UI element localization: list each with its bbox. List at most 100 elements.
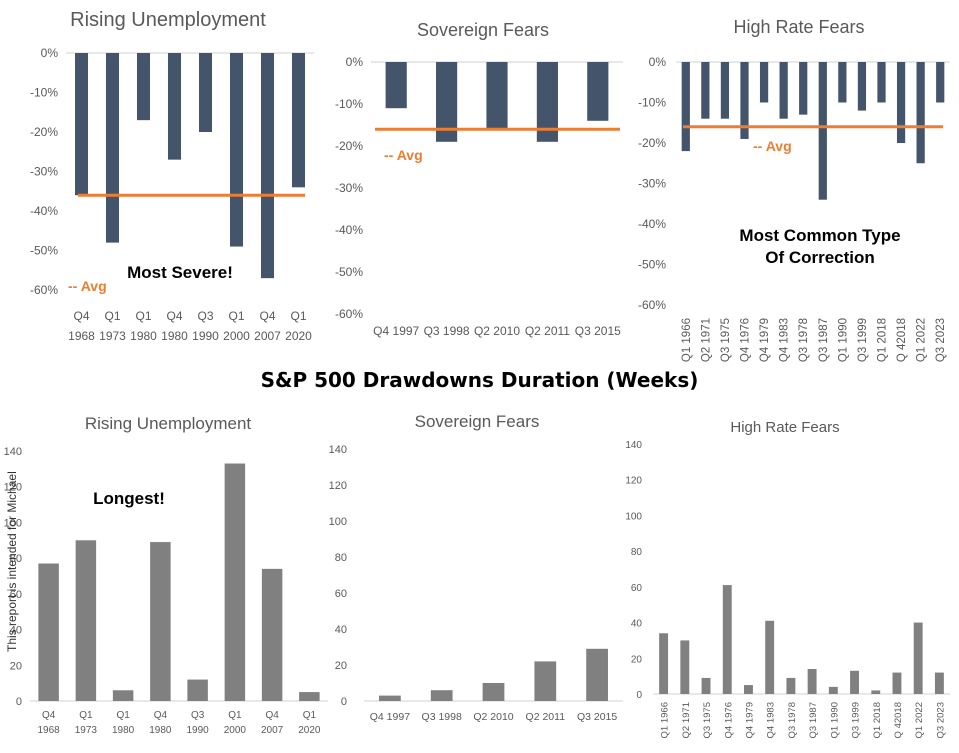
- bar: [187, 679, 208, 701]
- x-tick-label: Q1 1966: [660, 702, 671, 738]
- x-tick-label: 2007: [254, 329, 281, 343]
- bar: [799, 62, 808, 115]
- x-tick-label: Q4 1983: [779, 318, 791, 362]
- bar: [261, 568, 283, 701]
- x-tick-label: Q3 1987: [808, 702, 819, 738]
- annotation: Longest!: [93, 489, 165, 508]
- x-tick-label: Q3 1999: [857, 318, 869, 362]
- bar: [871, 690, 881, 694]
- annotation: Most Severe!: [127, 263, 233, 282]
- chart-svg: High Rate Fears 140 120 100 80 60 40 20 0 Q1 1966…: [625, 419, 950, 738]
- x-tick-label: Q4 1976: [723, 702, 734, 738]
- x-tick-label: 1980: [130, 329, 157, 343]
- bar: [807, 669, 817, 694]
- bar: [892, 672, 902, 694]
- x-tick-label: Q1: [104, 309, 120, 323]
- y-tick-label: 20: [335, 660, 347, 672]
- bar: [150, 542, 171, 701]
- y-tick-label: 120: [329, 480, 347, 492]
- y-tick-label: 0: [341, 696, 347, 708]
- y-tick-label: 40: [631, 619, 643, 630]
- bar: [838, 62, 847, 103]
- x-tick-label: 2000: [224, 725, 247, 736]
- x-tick-label: Q1: [79, 710, 93, 721]
- y-tick-label: -10%: [638, 96, 666, 110]
- bar: [722, 585, 732, 694]
- bar: [850, 670, 859, 694]
- chart-rising-unemployment-drawdown: Rising Unemployment 0% -10% -20% -30% -40% -50…: [0, 0, 320, 365]
- x-tick-label: Q1 2022: [914, 702, 925, 738]
- y-tick-label: 60: [335, 588, 347, 600]
- chart-title: Rising Unemployment: [85, 414, 252, 433]
- x-tick-label: Q4: [42, 710, 56, 721]
- chart-high-rate-fears-drawdown: High Rate Fears 0% -10% -20% -30% -40% -50% -60…: [620, 0, 959, 365]
- x-tick-label: Q4 1979: [759, 318, 771, 362]
- y-tick-label: -60%: [335, 307, 363, 321]
- x-tick-label: 2007: [261, 725, 284, 736]
- x-tick-label: Q4: [265, 710, 279, 721]
- x-tick-label: Q2 2010: [474, 324, 520, 338]
- x-tick-label: 1973: [99, 329, 126, 343]
- chart-title: Rising Unemployment: [70, 9, 266, 31]
- x-tick-label: Q3: [191, 710, 205, 721]
- y-tick-label: 140: [329, 444, 347, 456]
- x-tick-label: Q3 1998: [422, 711, 462, 723]
- y-tick-label: 120: [4, 482, 22, 494]
- bar: [299, 692, 320, 701]
- bar: [224, 463, 246, 701]
- bar: [385, 62, 407, 109]
- x-tick-label: Q2 2011: [525, 324, 570, 338]
- bar: [482, 683, 505, 701]
- y-tick-label: 100: [329, 516, 347, 528]
- y-tick-label: 20: [10, 660, 22, 672]
- x-tick-label: Q1: [135, 309, 151, 323]
- bar: [720, 62, 730, 119]
- x-tick-label: Q4 1997: [373, 324, 419, 338]
- y-tick-label: 140: [4, 446, 22, 458]
- x-tick-label: Q2 1971: [681, 702, 692, 738]
- bar: [136, 53, 151, 121]
- y-tick-label: -10%: [335, 97, 363, 111]
- bar: [857, 62, 867, 111]
- y-tick-label: -30%: [335, 181, 363, 195]
- x-tick-label: Q4 1979: [744, 702, 755, 738]
- bar: [536, 62, 558, 142]
- x-tick-label: Q3 1987: [818, 318, 830, 362]
- x-tick-label: 1980: [112, 725, 135, 736]
- x-tick-label: Q1 2018: [872, 702, 883, 738]
- bar: [786, 677, 796, 694]
- chart-svg: High Rate Fears 0% -10% -20% -30% -40% -50% -60…: [638, 17, 950, 362]
- x-tick-label: Q2 1971: [700, 318, 712, 362]
- bar: [291, 53, 306, 188]
- bar: [74, 53, 89, 196]
- bar: [779, 62, 788, 119]
- x-tick-label: Q3 2015: [575, 324, 621, 338]
- y-tick-label: 20: [631, 654, 643, 665]
- bar: [430, 690, 453, 701]
- y-tick-label: -40%: [335, 223, 363, 237]
- bar: [167, 53, 182, 160]
- x-tick-label: 1980: [161, 329, 188, 343]
- x-tick-label: Q2 2010: [473, 711, 513, 723]
- x-tick-label: Q1: [228, 309, 244, 323]
- x-tick-label: Q3 1999: [851, 702, 862, 738]
- bar: [486, 62, 508, 130]
- bar: [587, 62, 609, 121]
- x-tick-label: 2020: [298, 725, 321, 736]
- y-tick-label: 40: [10, 625, 22, 637]
- bar: [38, 563, 59, 701]
- section-title: S&P 500 Drawdowns Duration (Weeks): [260, 368, 699, 392]
- chart-title: Sovereign Fears: [417, 20, 549, 40]
- bar: [765, 620, 775, 694]
- bar: [75, 540, 97, 701]
- bar: [913, 622, 923, 694]
- bar: [260, 53, 275, 279]
- y-tick-label: 0: [636, 690, 642, 701]
- chart-title: Sovereign Fears: [415, 412, 540, 431]
- bar: [659, 633, 669, 694]
- bar: [818, 62, 827, 200]
- chart-svg: Rising Unemployment 0% -10% -20% -30% -40% -50…: [30, 9, 314, 343]
- chart-svg: Sovereign Fears 140 120 100 80 60 40 20 0 Q4 1997…: [329, 412, 623, 723]
- bar: [379, 695, 401, 701]
- x-tick-label: Q3 1978: [798, 318, 810, 362]
